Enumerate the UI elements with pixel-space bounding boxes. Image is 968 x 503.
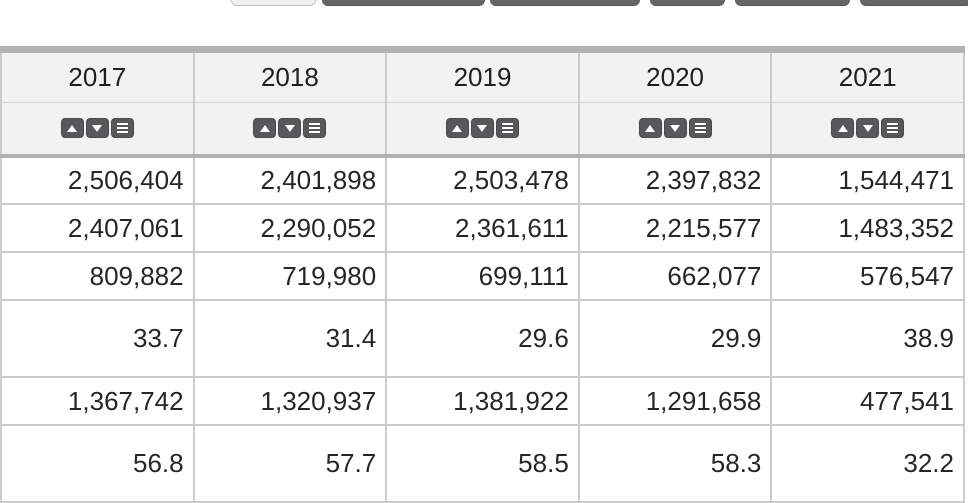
table-cell: 2,215,577	[577, 203, 773, 253]
sort-button-group	[772, 118, 963, 139]
table-cell: 2,290,052	[192, 203, 388, 253]
year-data-table: 2017 2018 2019 2020 2021 2,506,404 2,401,898 2…	[0, 53, 965, 503]
table-row: 33.7 31.4 29.6 29.9 38.9	[0, 299, 965, 378]
data-table-container: 2017 2018 2019 2020 2021 2,506,404 2,401,898 2…	[0, 46, 965, 503]
sort-ascending-button[interactable]	[445, 118, 469, 139]
table-cell: 29.6	[385, 299, 580, 378]
sort-controls-cell-2019	[385, 102, 580, 158]
toolbar-partial-button-4[interactable]	[650, 0, 725, 6]
table-cell: 2,503,478	[385, 155, 580, 205]
table-cell: 576,547	[770, 251, 965, 301]
table-cell: 1,320,937	[192, 376, 388, 426]
sort-descending-button[interactable]	[278, 118, 302, 139]
sort-ascending-button[interactable]	[60, 118, 84, 139]
column-menu-button[interactable]	[110, 118, 134, 139]
table-cell: 699,111	[385, 251, 580, 301]
table-cell: 662,077	[577, 251, 773, 301]
sort-button-group	[387, 118, 578, 139]
column-menu-icon	[309, 127, 321, 130]
year-header-row: 2017 2018 2019 2020 2021	[0, 53, 965, 103]
sort-ascending-icon	[452, 124, 463, 132]
sort-descending-button[interactable]	[85, 118, 109, 139]
table-cell: 29.9	[577, 299, 773, 378]
toolbar-partial-button-2[interactable]	[322, 0, 485, 6]
sort-descending-icon	[670, 124, 681, 132]
table-cell: 58.3	[577, 424, 773, 503]
column-menu-button[interactable]	[881, 118, 905, 139]
table-row: 56.8 57.7 58.5 58.3 32.2	[0, 424, 965, 503]
sort-descending-icon	[477, 124, 488, 132]
table-cell: 477,541	[770, 376, 965, 426]
column-header-2017: 2017	[0, 53, 195, 103]
sort-ascending-button[interactable]	[253, 118, 277, 139]
sort-ascending-button[interactable]	[638, 118, 662, 139]
table-header: 2017 2018 2019 2020 2021	[0, 53, 965, 158]
column-menu-icon	[501, 127, 513, 130]
table-row: 2,407,061 2,290,052 2,361,611 2,215,577 1,48…	[0, 203, 965, 253]
table-cell: 1,483,352	[770, 203, 965, 253]
sort-controls-row	[0, 102, 965, 158]
sort-descending-icon	[92, 124, 103, 132]
top-toolbar	[0, 0, 968, 8]
sort-ascending-button[interactable]	[831, 118, 855, 139]
sort-controls-cell-2017	[0, 102, 195, 158]
sort-descending-icon	[862, 124, 873, 132]
table-row: 809,882 719,980 699,111 662,077 576,547	[0, 251, 965, 301]
sort-button-group	[2, 118, 193, 139]
sort-button-group	[580, 118, 771, 139]
toolbar-partial-button-5[interactable]	[735, 0, 850, 6]
toolbar-partial-button-1[interactable]	[231, 0, 316, 6]
table-cell: 2,401,898	[192, 155, 388, 205]
table-cell: 809,882	[0, 251, 195, 301]
table-cell: 32.2	[770, 424, 965, 503]
sort-descending-button[interactable]	[856, 118, 880, 139]
toolbar-partial-button-3[interactable]	[490, 0, 640, 6]
table-cell: 38.9	[770, 299, 965, 378]
table-body: 2,506,404 2,401,898 2,503,478 2,397,832 1,54…	[0, 155, 965, 503]
sort-controls-cell-2020	[577, 102, 773, 158]
column-menu-icon	[694, 127, 706, 130]
table-row: 2,506,404 2,401,898 2,503,478 2,397,832 1,54…	[0, 155, 965, 205]
column-menu-button[interactable]	[495, 118, 519, 139]
column-menu-icon	[887, 127, 899, 130]
toolbar-partial-button-6[interactable]	[860, 0, 968, 6]
sort-ascending-icon	[67, 124, 78, 132]
table-cell: 33.7	[0, 299, 195, 378]
column-menu-button[interactable]	[688, 118, 712, 139]
column-menu-button[interactable]	[303, 118, 327, 139]
table-cell: 719,980	[192, 251, 388, 301]
sort-ascending-icon	[837, 124, 848, 132]
table-cell: 56.8	[0, 424, 195, 503]
sort-descending-icon	[284, 124, 295, 132]
table-cell: 2,506,404	[0, 155, 195, 205]
column-header-2019: 2019	[385, 53, 580, 103]
column-header-2018: 2018	[192, 53, 388, 103]
table-cell: 2,361,611	[385, 203, 580, 253]
table-cell: 1,544,471	[770, 155, 965, 205]
sort-ascending-icon	[645, 124, 656, 132]
table-cell: 31.4	[192, 299, 388, 378]
table-cell: 58.5	[385, 424, 580, 503]
table-cell: 1,381,922	[385, 376, 580, 426]
table-cell: 2,397,832	[577, 155, 773, 205]
sort-controls-cell-2018	[192, 102, 388, 158]
table-row: 1,367,742 1,320,937 1,381,922 1,291,658 477,…	[0, 376, 965, 426]
column-header-2020: 2020	[577, 53, 773, 103]
table-cell: 2,407,061	[0, 203, 195, 253]
sort-descending-button[interactable]	[663, 118, 687, 139]
table-cell: 57.7	[192, 424, 388, 503]
sort-descending-button[interactable]	[470, 118, 494, 139]
sort-button-group	[195, 118, 386, 139]
column-menu-icon	[116, 127, 128, 130]
sort-ascending-icon	[259, 124, 270, 132]
sort-controls-cell-2021	[770, 102, 965, 158]
table-cell: 1,367,742	[0, 376, 195, 426]
column-header-2021: 2021	[770, 53, 965, 103]
table-cell: 1,291,658	[577, 376, 773, 426]
